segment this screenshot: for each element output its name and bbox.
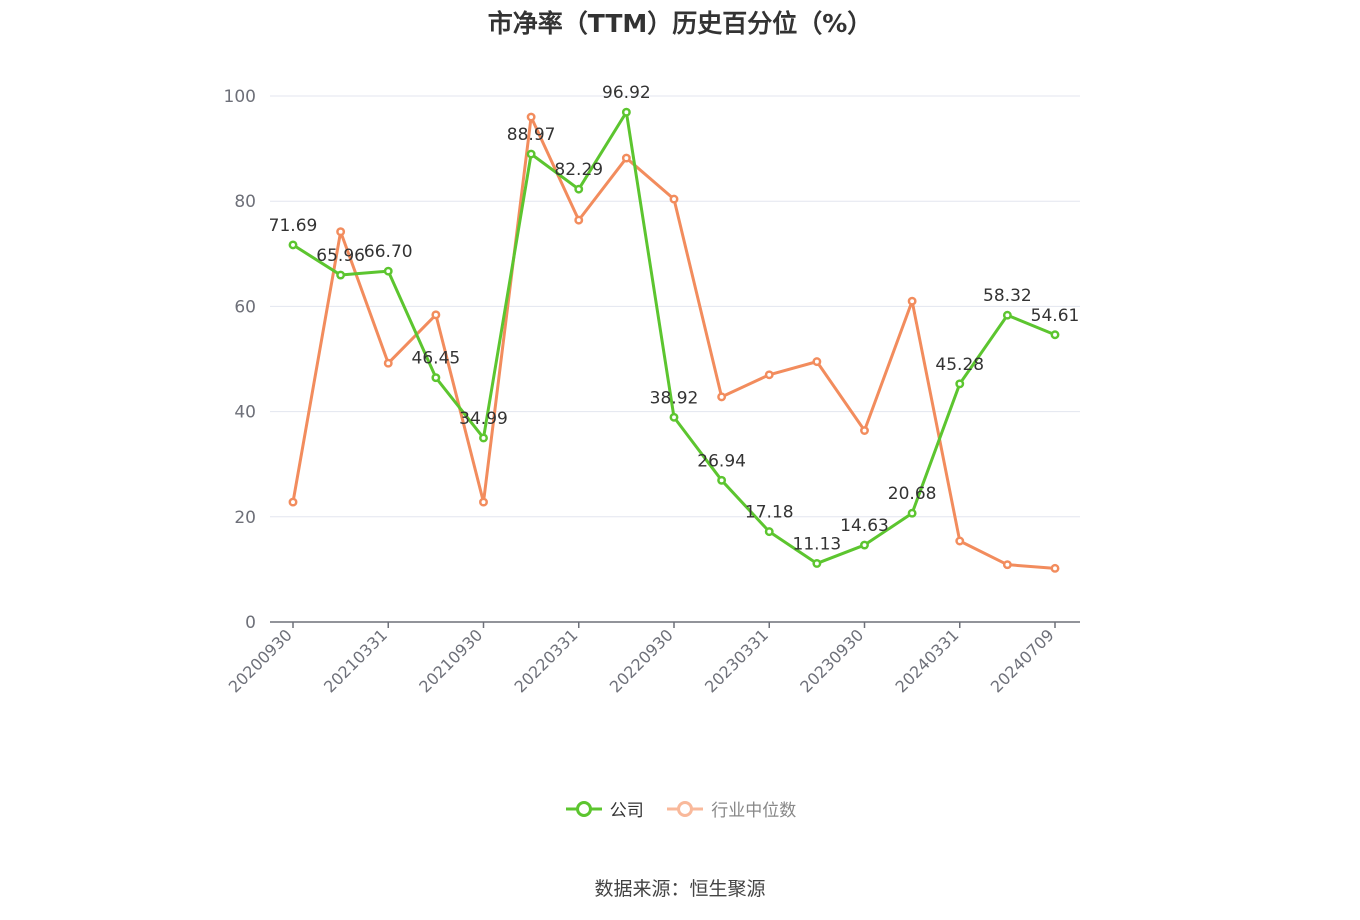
point-company [764, 527, 774, 537]
x-tick-label: 20220331 [511, 625, 582, 696]
point-company [907, 508, 917, 518]
x-tick-label: 20230930 [796, 625, 867, 696]
x-tick-label: 20240331 [892, 625, 963, 696]
source-note: 数据来源：恒生聚源 [594, 878, 766, 900]
y-tick-label: 80 [234, 192, 256, 212]
point-industry-median [526, 112, 536, 122]
data-label: 46.45 [412, 349, 461, 369]
x-tick-label: 20230331 [701, 625, 772, 696]
y-tick-label: 100 [224, 87, 256, 107]
point-industry-median [860, 426, 869, 435]
point-company [383, 266, 393, 276]
point-company [717, 475, 727, 485]
point-industry-median [669, 194, 679, 204]
x-tick-label: 20210331 [320, 625, 391, 696]
point-company [669, 412, 679, 422]
legend-item-industry-median[interactable]: 行业中位数 [665, 796, 796, 821]
legend-label-industry-median: 行业中位数 [711, 801, 797, 821]
data-label: 58.32 [983, 286, 1032, 306]
point-industry-median [288, 497, 298, 507]
data-label: 14.63 [840, 516, 889, 536]
series-layer [288, 107, 1060, 573]
legend-item-company[interactable]: 公司 [564, 796, 644, 821]
data-label: 54.61 [1031, 306, 1080, 326]
point-industry-median [1002, 560, 1012, 570]
y-tick-label: 0 [245, 613, 256, 633]
data-label: 88.97 [507, 125, 556, 145]
chart-title: 市净率（TTM）历史百分位（%） [487, 9, 873, 38]
data-label: 82.29 [554, 160, 603, 180]
data-label: 66.70 [364, 242, 413, 262]
x-tick-label: 20210930 [415, 625, 486, 696]
y-tick-label: 60 [234, 297, 256, 317]
y-tick-label: 20 [234, 508, 256, 528]
data-label: 96.92 [602, 83, 651, 103]
point-industry-median [383, 358, 393, 368]
point-industry-median [812, 357, 822, 367]
point-company [288, 240, 298, 250]
series-line-company [292, 110, 1056, 565]
x-tick-label: 20220930 [606, 625, 677, 696]
point-industry-median [574, 215, 584, 225]
point-company [812, 559, 822, 568]
point-company [955, 379, 965, 389]
data-label: 20.68 [888, 484, 937, 504]
data-label: 71.69 [269, 216, 318, 236]
point-company [526, 149, 536, 159]
point-company [336, 270, 346, 280]
legend-marker-industry-median-icon [667, 800, 704, 817]
point-industry-median [479, 497, 488, 507]
data-label: 26.94 [697, 451, 746, 471]
point-company [1002, 310, 1012, 320]
data-label: 38.92 [650, 388, 699, 408]
point-industry-median [717, 392, 727, 402]
point-industry-median [431, 310, 441, 320]
point-industry-median [955, 536, 965, 546]
grid-layer [270, 95, 1080, 518]
x-tick-label: 20240709 [987, 625, 1058, 696]
point-company [860, 540, 869, 550]
point-company [1050, 330, 1060, 340]
point-industry-median [621, 153, 631, 163]
legend-label-company: 公司 [609, 801, 644, 821]
x-tick-label: 20200930 [225, 625, 296, 696]
point-company [621, 107, 631, 117]
legend: 公司 行业中位数 [0, 796, 1360, 824]
y-tick-label: 40 [234, 403, 256, 423]
point-company [431, 373, 441, 383]
point-industry-median [907, 296, 917, 306]
point-industry-median [336, 227, 346, 237]
legend-marker-company-icon [565, 800, 602, 817]
point-company [574, 184, 584, 194]
data-label: 11.13 [793, 534, 842, 554]
data-label: 45.28 [935, 355, 984, 375]
data-label: 34.99 [459, 409, 508, 429]
point-industry-median [764, 370, 774, 380]
series-line-industry-median [291, 115, 1056, 570]
point-industry-median [1050, 563, 1060, 573]
point-company [479, 433, 488, 443]
data-label: 65.96 [316, 246, 365, 266]
data-label: 17.18 [745, 503, 794, 523]
